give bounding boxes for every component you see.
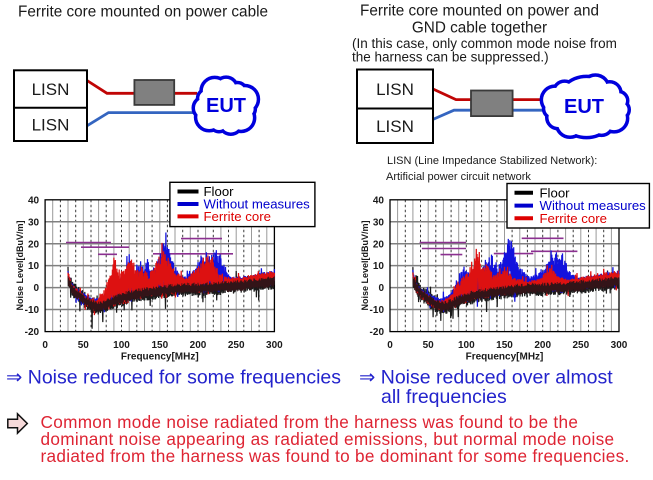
- svg-text:30: 30: [373, 217, 385, 228]
- svg-text:0: 0: [42, 340, 48, 351]
- svg-text:Artificial power circuit netwo: Artificial power circuit network: [386, 171, 531, 183]
- svg-text:Ferrite core: Ferrite core: [204, 209, 271, 224]
- svg-text:10: 10: [28, 261, 40, 272]
- svg-text:100: 100: [458, 340, 475, 351]
- svg-text:300: 300: [611, 340, 628, 351]
- svg-text:Floor: Floor: [540, 185, 571, 200]
- svg-text:Frequency[MHz]: Frequency[MHz]: [466, 352, 544, 363]
- svg-text:0: 0: [387, 340, 393, 351]
- svg-text:0: 0: [378, 283, 384, 294]
- svg-text:LISN: LISN: [376, 80, 414, 99]
- svg-text:LISN (Line Impedance Stabilize: LISN (Line Impedance Stabilized Network)…: [387, 155, 597, 167]
- svg-text:-20: -20: [370, 327, 385, 338]
- svg-text:200: 200: [190, 340, 207, 351]
- svg-text:Floor: Floor: [204, 184, 235, 199]
- svg-text:0: 0: [34, 283, 40, 294]
- svg-text:20: 20: [28, 239, 40, 250]
- svg-text:-10: -10: [370, 305, 385, 316]
- svg-text:-10: -10: [25, 305, 40, 316]
- svg-text:40: 40: [28, 195, 40, 206]
- svg-text:Frequency[MHz]: Frequency[MHz]: [121, 352, 199, 363]
- svg-text:LISN: LISN: [32, 80, 70, 99]
- svg-text:-20: -20: [25, 327, 40, 338]
- svg-text:200: 200: [534, 340, 551, 351]
- svg-text:150: 150: [496, 340, 513, 351]
- svg-text:50: 50: [78, 340, 90, 351]
- svg-text:150: 150: [151, 340, 168, 351]
- svg-text:Noise Level[dBuV/m]: Noise Level[dBuV/m]: [15, 220, 25, 310]
- svg-text:20: 20: [373, 239, 385, 250]
- svg-text:EUT: EUT: [564, 96, 604, 118]
- svg-text:Common mode noise radiated fro: Common mode noise radiated from the harn…: [41, 412, 579, 432]
- svg-text:LISN: LISN: [376, 117, 414, 136]
- svg-text:10: 10: [373, 261, 385, 272]
- svg-text:250: 250: [572, 340, 589, 351]
- svg-text:300: 300: [266, 340, 283, 351]
- svg-text:(In this case, only common mod: (In this case, only common mode noise fr…: [352, 36, 617, 51]
- svg-text:40: 40: [373, 195, 385, 206]
- svg-text:⇒ Noise reduced for some frequ: ⇒ Noise reduced for some frequencies: [6, 367, 341, 389]
- svg-text:⇒ Noise reduced over almost: ⇒ Noise reduced over almost: [359, 367, 613, 389]
- svg-text:100: 100: [113, 340, 130, 351]
- svg-text:250: 250: [228, 340, 245, 351]
- svg-text:the harness can be suppressed.: the harness can be suppressed.): [352, 50, 549, 65]
- svg-text:Ferrite core mounted on power: Ferrite core mounted on power cable: [18, 4, 268, 21]
- svg-text:GND cable together: GND cable together: [412, 20, 547, 37]
- svg-text:Noise Level[dBuV/m]: Noise Level[dBuV/m]: [360, 220, 370, 310]
- svg-text:Without measures: Without measures: [204, 197, 311, 212]
- svg-text:EUT: EUT: [206, 95, 246, 117]
- svg-text:all frequencies: all frequencies: [381, 386, 507, 408]
- svg-text:30: 30: [28, 217, 40, 228]
- svg-text:LISN: LISN: [32, 116, 70, 135]
- svg-text:Ferrite core: Ferrite core: [540, 211, 607, 226]
- svg-text:50: 50: [423, 340, 435, 351]
- svg-text:radiated from the harness was: radiated from the harness was found to b…: [41, 446, 630, 466]
- svg-text:dominant noise appearing as ra: dominant noise appearing as radiated emi…: [41, 429, 615, 449]
- svg-text:Ferrite core mounted on power: Ferrite core mounted on power and: [360, 3, 599, 20]
- svg-text:Without measures: Without measures: [540, 198, 647, 213]
